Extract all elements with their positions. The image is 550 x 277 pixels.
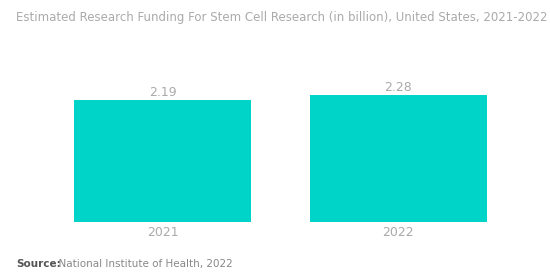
Bar <box>74 100 251 222</box>
Text: 2.19: 2.19 <box>149 86 177 99</box>
Text: Source:: Source: <box>16 259 61 269</box>
Text: Estimated Research Funding For Stem Cell Research (in billion), United States, 2: Estimated Research Funding For Stem Cell… <box>16 11 548 24</box>
Text: 2.28: 2.28 <box>384 81 412 94</box>
Bar <box>310 95 487 222</box>
Text: National Institute of Health, 2022: National Institute of Health, 2022 <box>52 259 233 269</box>
